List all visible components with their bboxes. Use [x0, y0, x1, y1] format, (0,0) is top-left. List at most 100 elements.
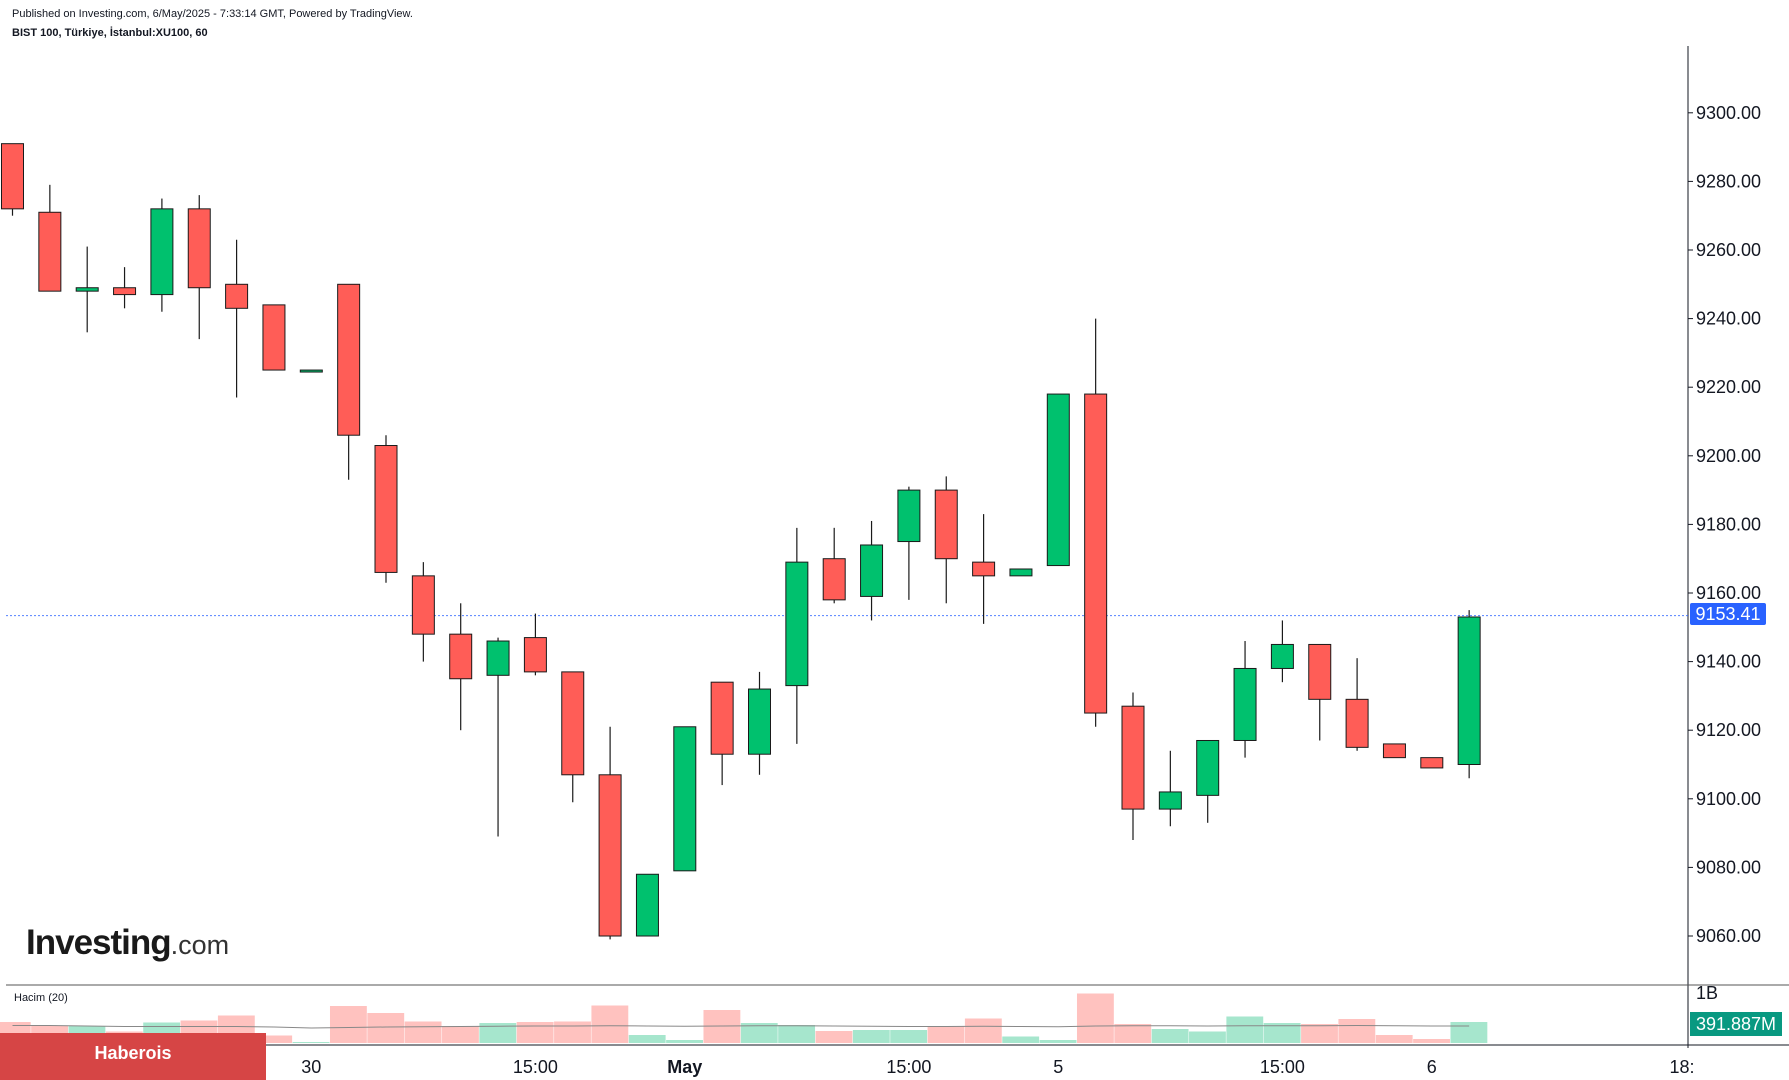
y-tick-label: 9160.00 [1696, 583, 1761, 603]
y-tick-label: 9180.00 [1696, 514, 1761, 534]
volume-bar [927, 1026, 965, 1043]
candle-up [1046, 393, 1070, 567]
logo-suffix: .com [170, 930, 230, 960]
x-tick-label: 15:00 [513, 1057, 558, 1077]
volume-bar [740, 1023, 778, 1043]
x-tick-label: 5 [1053, 1057, 1063, 1077]
x-tick-label: 15:00 [886, 1057, 931, 1077]
candle-up [75, 287, 99, 292]
x-tick-label: 15:00 [1260, 1057, 1305, 1077]
candle-down [1345, 698, 1369, 748]
volume-bar [404, 1021, 442, 1043]
volume-bar [1002, 1036, 1040, 1043]
volume-bar [1226, 1016, 1264, 1043]
y-tick-label: 9240.00 [1696, 309, 1761, 329]
y-tick-label: 9120.00 [1696, 720, 1761, 740]
x-tick-label: May [667, 1057, 702, 1077]
candles [1, 143, 1481, 940]
volume-ma-line [12, 1024, 1470, 1029]
candle-up [673, 726, 697, 872]
candle-down [1084, 393, 1108, 714]
volume-bar [1375, 1035, 1413, 1043]
y-tick-label: 9100.00 [1696, 789, 1761, 809]
volume-bar [1114, 1024, 1152, 1043]
x-tick-label: 18: [1670, 1057, 1695, 1077]
volume-bar [292, 1042, 330, 1043]
y-tick-label: 9260.00 [1696, 240, 1761, 260]
volume-bar [1263, 1023, 1301, 1043]
volume-bar [367, 1013, 405, 1043]
candle-down [1420, 757, 1444, 769]
volume-bar [1151, 1029, 1189, 1043]
volume-bar [1076, 993, 1114, 1043]
candle-down [374, 445, 398, 573]
volume-bar [666, 1040, 703, 1043]
y-tick-label: 9140.00 [1696, 652, 1761, 672]
candle-up [1270, 643, 1294, 669]
last-price-tag: 9153.41 [1690, 603, 1766, 625]
candle-down [1382, 743, 1406, 759]
volume-bar [516, 1022, 554, 1043]
candle-up [1233, 667, 1257, 741]
volume-bar [1413, 1039, 1450, 1043]
y-tick-label: 9220.00 [1696, 377, 1761, 397]
volume-bar [890, 1030, 928, 1043]
symbol-title: BIST 100, Türkiye, İstanbul:XU100, 60 [12, 27, 208, 39]
candle-up [748, 688, 771, 755]
candle-down [934, 489, 958, 560]
volume-bar [1301, 1024, 1338, 1043]
candle-down [561, 671, 585, 776]
candle-down [1121, 705, 1145, 810]
candle-down [225, 283, 249, 309]
volume-bar [1189, 1031, 1226, 1043]
volume-bar [628, 1035, 666, 1043]
source-badge: Haberois [0, 1033, 266, 1080]
published-note: Published on Investing.com, 6/May/2025 -… [12, 8, 413, 20]
candle-up [486, 640, 510, 676]
candle-up [785, 561, 809, 687]
volume-bar [554, 1021, 591, 1043]
candle-down [337, 283, 361, 436]
y-tick-label: 9280.00 [1696, 171, 1761, 191]
volume-bars [0, 993, 1488, 1043]
candle-down [187, 208, 211, 289]
candle-down [1, 143, 24, 210]
candle-down [710, 681, 734, 755]
candle-up [1196, 739, 1220, 796]
volume-bar [442, 1026, 479, 1043]
volume-bar [329, 1006, 367, 1043]
y-tick-label: 9080.00 [1696, 857, 1761, 877]
candle-down [262, 304, 286, 371]
volume-bar [964, 1018, 1002, 1043]
x-tick-label: 6 [1427, 1057, 1437, 1077]
candle-up [1457, 616, 1481, 766]
candle-down [523, 637, 547, 673]
candle-down [1308, 643, 1332, 700]
candle-down [113, 287, 137, 296]
investing-logo[interactable]: Investing.com [26, 923, 229, 963]
last-volume-tag: 391.887M [1690, 1012, 1782, 1036]
candle-down [449, 633, 473, 680]
candle-up [897, 489, 921, 543]
candle-down [38, 211, 62, 292]
volume-bar [1338, 1019, 1376, 1043]
volume-bar [479, 1023, 517, 1043]
candle-down [598, 774, 622, 937]
volume-bar [591, 1005, 629, 1043]
y-tick-label: 9200.00 [1696, 446, 1761, 466]
candle-up [299, 369, 323, 373]
volume-tick-label: 1B [1696, 983, 1718, 1003]
volume-bar [815, 1031, 853, 1043]
candle-up [1009, 568, 1033, 577]
candle-down [972, 561, 996, 577]
candle-down [411, 575, 435, 635]
volume-bar [1450, 1022, 1488, 1043]
volume-bar [778, 1025, 816, 1043]
logo-brand: Investing [26, 923, 172, 962]
volume-bar [255, 1035, 293, 1043]
x-tick-label: 30 [301, 1057, 321, 1077]
y-tick-label: 9300.00 [1696, 103, 1761, 123]
candle-down [822, 558, 846, 601]
axes [6, 46, 1789, 1048]
